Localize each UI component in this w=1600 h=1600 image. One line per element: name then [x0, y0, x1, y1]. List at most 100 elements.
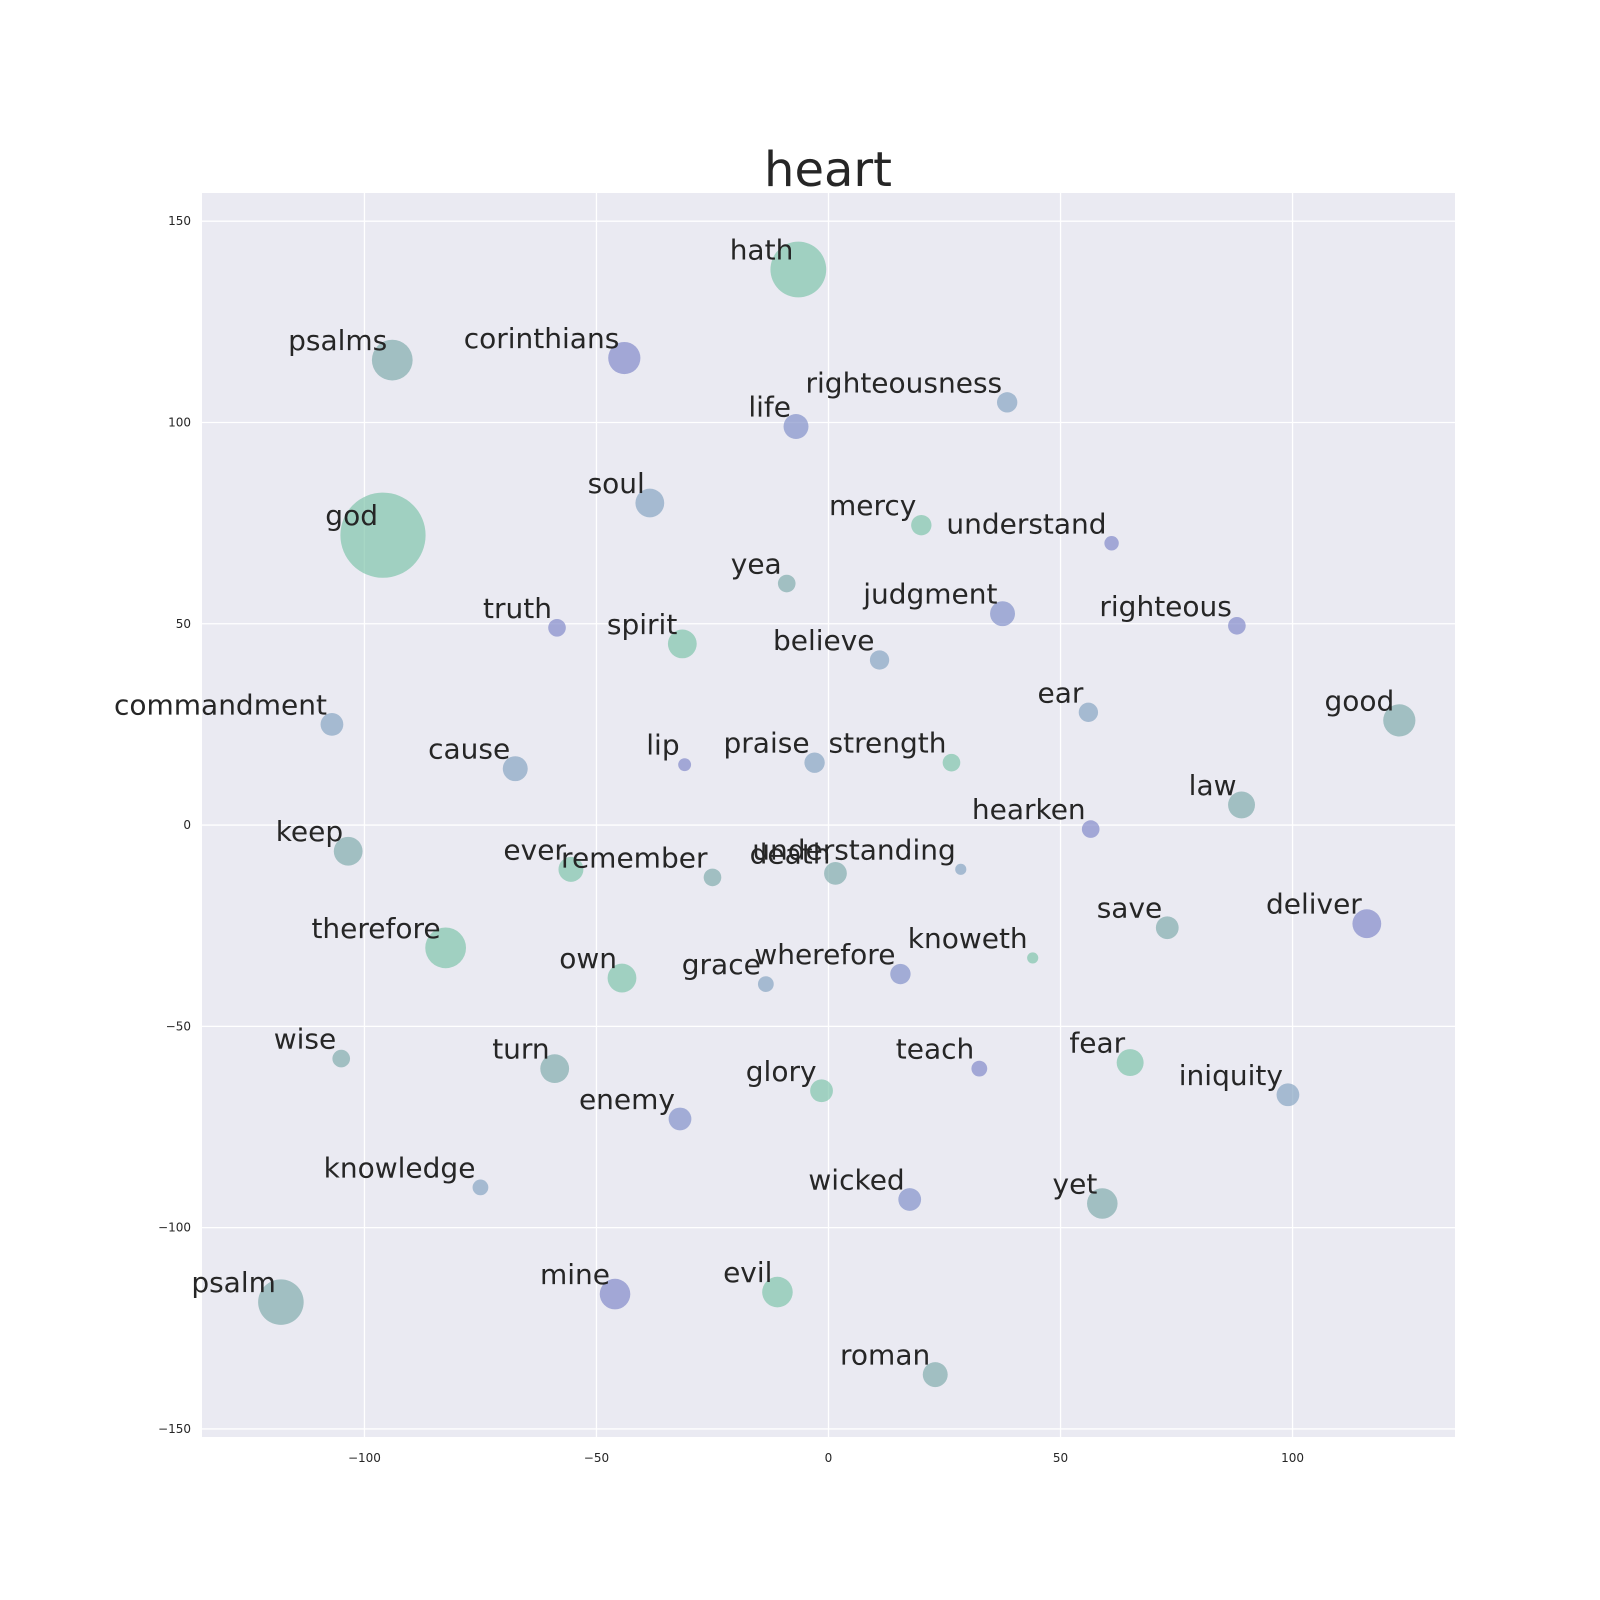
point-ear: [1078, 702, 1099, 722]
point-label-teach: teach: [896, 1033, 975, 1066]
point-label-hearken: hearken: [972, 793, 1086, 826]
point-psalm: [258, 1279, 304, 1325]
point-label-mercy: mercy: [829, 489, 916, 522]
point-remember: [703, 868, 722, 887]
point-label-psalms: psalms: [288, 324, 387, 357]
point-label-keep: keep: [276, 815, 343, 848]
chart-title: heart: [764, 142, 892, 198]
point-label-ever: ever: [503, 833, 566, 866]
point-label-mine: mine: [540, 1258, 610, 1291]
x-tick-label: 0: [825, 1451, 833, 1465]
point-psalms: [371, 339, 413, 381]
point-label-righteous: righteous: [1099, 590, 1231, 623]
point-label-deliver: deliver: [1266, 888, 1362, 921]
point-turn: [540, 1054, 570, 1084]
point-label-believe: believe: [773, 624, 875, 657]
point-wicked: [898, 1188, 922, 1211]
point-deliver: [1352, 909, 1382, 939]
point-wise: [332, 1049, 351, 1068]
y-tick-label: 150: [168, 214, 191, 228]
point-righteousness: [996, 392, 1018, 413]
point-yet: [1087, 1188, 1118, 1219]
data-points: [258, 241, 1416, 1388]
point-fear: [1116, 1049, 1144, 1077]
point-strength: [942, 753, 961, 772]
point-label-fear: fear: [1069, 1027, 1125, 1060]
y-tick-label: 0: [183, 818, 191, 832]
point-roman: [922, 1362, 948, 1388]
point-spirit: [667, 629, 697, 659]
point-hearken: [1081, 820, 1100, 838]
grid: [202, 193, 1455, 1437]
point-wherefore: [890, 963, 911, 985]
point-save: [1155, 916, 1179, 940]
point-label-commandment: commandment: [114, 688, 327, 721]
point-label-praise: praise: [724, 727, 810, 760]
point-mercy: [911, 514, 932, 536]
point-label-grace: grace: [682, 948, 761, 981]
axis-ticks: −100 −50 0 50 100 150 100 50 0 −50 −100 −150: [158, 214, 1304, 1465]
point-label-death: death: [750, 837, 831, 870]
point-label-soul: soul: [588, 467, 645, 500]
point-commandment: [320, 713, 344, 736]
y-tick-label: 50: [176, 617, 191, 631]
point-understand: [1104, 536, 1119, 551]
point-label-remember: remember: [561, 841, 708, 874]
point-label-yet: yet: [1053, 1167, 1098, 1200]
point-label-understanding: understanding: [752, 833, 956, 866]
point-hath: [770, 241, 827, 298]
point-grace: [757, 976, 774, 992]
point-label-glory: glory: [746, 1055, 817, 1088]
point-label-wise: wise: [274, 1023, 337, 1056]
point-glory: [810, 1079, 833, 1103]
point-label-save: save: [1097, 892, 1163, 925]
point-own: [607, 963, 637, 993]
point-label-knowledge: knowledge: [324, 1151, 476, 1184]
point-label-roman: roman: [840, 1339, 930, 1372]
point-evil: [762, 1276, 793, 1308]
point-labels: hath psalms corinthians righteousness life so…: [114, 233, 1394, 1371]
point-ever: [558, 856, 584, 882]
point-soul: [635, 488, 665, 518]
point-therefore: [425, 927, 467, 969]
point-good: [1383, 704, 1416, 737]
point-death: [824, 861, 847, 885]
point-praise: [804, 752, 825, 773]
point-label-judgment: judgment: [862, 578, 997, 611]
point-knowledge: [472, 1179, 489, 1196]
point-label-own: own: [559, 942, 617, 975]
x-tick-label: 100: [1281, 1451, 1304, 1465]
point-label-corinthians: corinthians: [464, 322, 620, 355]
point-label-turn: turn: [492, 1033, 550, 1066]
point-corinthians: [608, 341, 641, 375]
point-knoweth: [1027, 952, 1039, 964]
point-truth: [548, 618, 566, 637]
point-label-cause: cause: [428, 733, 510, 766]
point-label-yea: yea: [731, 548, 782, 581]
point-label-wicked: wicked: [808, 1163, 904, 1196]
point-believe: [869, 650, 890, 670]
x-tick-label: 50: [1053, 1451, 1068, 1465]
x-tick-label: −50: [584, 1451, 609, 1465]
point-label-law: law: [1189, 769, 1237, 802]
y-tick-label: −100: [158, 1221, 191, 1235]
point-keep: [333, 836, 363, 866]
y-tick-label: −150: [158, 1422, 191, 1436]
point-judgment: [990, 601, 1015, 627]
point-label-lip: lip: [646, 729, 679, 762]
point-label-iniquity: iniquity: [1179, 1059, 1283, 1092]
point-enemy: [668, 1107, 692, 1131]
point-iniquity: [1276, 1083, 1300, 1107]
point-law: [1228, 791, 1255, 819]
point-label-understand: understand: [946, 507, 1106, 540]
point-god: [340, 492, 426, 578]
point-cause: [502, 756, 528, 782]
point-teach: [971, 1060, 988, 1077]
y-tick-label: 100: [168, 415, 191, 429]
point-label-therefore: therefore: [311, 912, 440, 945]
y-tick-label: −50: [166, 1019, 191, 1033]
point-righteous: [1228, 616, 1246, 635]
point-label-wherefore: wherefore: [754, 938, 895, 971]
point-label-evil: evil: [723, 1256, 772, 1289]
point-label-truth: truth: [483, 592, 552, 625]
